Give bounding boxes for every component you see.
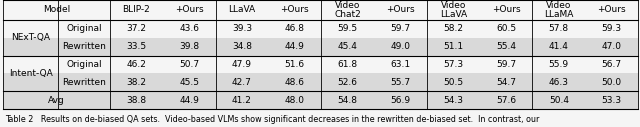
Text: 57.8: 57.8 bbox=[548, 24, 569, 33]
Bar bbox=[3, 73, 638, 91]
Text: 56.7: 56.7 bbox=[602, 60, 621, 69]
Text: Avg: Avg bbox=[48, 96, 65, 105]
Text: Model: Model bbox=[43, 5, 70, 14]
Text: LLaVA: LLaVA bbox=[228, 5, 255, 14]
Text: 55.7: 55.7 bbox=[390, 78, 410, 87]
Text: 38.2: 38.2 bbox=[127, 78, 147, 87]
Text: Intent-QA: Intent-QA bbox=[8, 69, 52, 78]
Text: 63.1: 63.1 bbox=[390, 60, 410, 69]
Text: 44.9: 44.9 bbox=[179, 96, 199, 105]
Bar bbox=[3, 38, 638, 56]
Text: 46.3: 46.3 bbox=[548, 78, 569, 87]
Text: +Ours: +Ours bbox=[386, 5, 415, 14]
Text: 54.3: 54.3 bbox=[443, 96, 463, 105]
Text: 51.6: 51.6 bbox=[285, 60, 305, 69]
Text: Rewritten: Rewritten bbox=[62, 78, 106, 87]
Text: 59.7: 59.7 bbox=[496, 60, 516, 69]
Text: 57.6: 57.6 bbox=[496, 96, 516, 105]
Text: 42.7: 42.7 bbox=[232, 78, 252, 87]
Text: 47.9: 47.9 bbox=[232, 60, 252, 69]
Text: 49.0: 49.0 bbox=[390, 42, 410, 51]
Text: BLIP-2: BLIP-2 bbox=[122, 5, 150, 14]
Text: 34.8: 34.8 bbox=[232, 42, 252, 51]
Text: 48.6: 48.6 bbox=[285, 78, 305, 87]
Text: 46.2: 46.2 bbox=[127, 60, 147, 69]
Text: 59.5: 59.5 bbox=[337, 24, 358, 33]
Text: 59.3: 59.3 bbox=[602, 24, 621, 33]
Text: Original: Original bbox=[66, 60, 102, 69]
Text: 48.0: 48.0 bbox=[285, 96, 305, 105]
Text: 37.2: 37.2 bbox=[127, 24, 147, 33]
Text: 44.9: 44.9 bbox=[285, 42, 305, 51]
Text: +Ours: +Ours bbox=[492, 5, 520, 14]
Text: 38.8: 38.8 bbox=[126, 96, 147, 105]
Text: 58.2: 58.2 bbox=[443, 24, 463, 33]
Text: Video
LLaMA: Video LLaMA bbox=[544, 1, 573, 19]
Text: 41.4: 41.4 bbox=[549, 42, 569, 51]
Bar bbox=[3, 91, 638, 109]
Text: 47.0: 47.0 bbox=[602, 42, 621, 51]
Text: 55.4: 55.4 bbox=[496, 42, 516, 51]
Text: 56.9: 56.9 bbox=[390, 96, 410, 105]
Text: 45.4: 45.4 bbox=[338, 42, 358, 51]
Text: 33.5: 33.5 bbox=[126, 42, 147, 51]
Text: 52.6: 52.6 bbox=[338, 78, 358, 87]
Text: 50.7: 50.7 bbox=[179, 60, 199, 69]
Text: Original: Original bbox=[66, 24, 102, 33]
Text: 39.8: 39.8 bbox=[179, 42, 199, 51]
Text: Table 2   Results on de-biased QA sets.  Video-based VLMs show significant decre: Table 2 Results on de-biased QA sets. Vi… bbox=[5, 115, 540, 123]
Text: 46.8: 46.8 bbox=[285, 24, 305, 33]
Text: Rewritten: Rewritten bbox=[62, 42, 106, 51]
Text: +Ours: +Ours bbox=[175, 5, 204, 14]
Text: Video
Chat2: Video Chat2 bbox=[334, 1, 361, 19]
Text: 60.5: 60.5 bbox=[496, 24, 516, 33]
Text: NExT-QA: NExT-QA bbox=[11, 33, 50, 42]
Text: Video
LLaVA: Video LLaVA bbox=[440, 1, 467, 19]
Text: 50.5: 50.5 bbox=[443, 78, 463, 87]
Text: 50.4: 50.4 bbox=[548, 96, 569, 105]
Text: 50.0: 50.0 bbox=[602, 78, 621, 87]
Text: 41.2: 41.2 bbox=[232, 96, 252, 105]
Text: +Ours: +Ours bbox=[597, 5, 626, 14]
Text: 45.5: 45.5 bbox=[179, 78, 199, 87]
Text: 51.1: 51.1 bbox=[443, 42, 463, 51]
Text: 61.8: 61.8 bbox=[337, 60, 358, 69]
Text: 55.9: 55.9 bbox=[548, 60, 569, 69]
Text: 59.7: 59.7 bbox=[390, 24, 410, 33]
Text: 57.3: 57.3 bbox=[443, 60, 463, 69]
Text: +Ours: +Ours bbox=[280, 5, 309, 14]
Text: 54.7: 54.7 bbox=[496, 78, 516, 87]
Text: 39.3: 39.3 bbox=[232, 24, 252, 33]
Text: 53.3: 53.3 bbox=[602, 96, 621, 105]
Text: 43.6: 43.6 bbox=[179, 24, 199, 33]
Text: 54.8: 54.8 bbox=[338, 96, 358, 105]
